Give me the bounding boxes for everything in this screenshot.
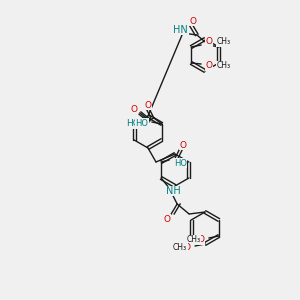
Text: O: O	[197, 236, 204, 244]
Text: HO: HO	[174, 158, 187, 167]
Text: CH₃: CH₃	[173, 244, 187, 253]
Text: NH: NH	[166, 186, 181, 196]
Text: O: O	[206, 38, 213, 46]
Text: O: O	[130, 106, 137, 115]
Text: O: O	[184, 244, 190, 253]
Text: O: O	[164, 214, 171, 224]
Text: HO: HO	[126, 119, 140, 128]
Text: CH₃: CH₃	[216, 61, 230, 70]
Text: O: O	[206, 61, 213, 70]
Text: HN: HN	[173, 25, 188, 35]
Text: HO: HO	[135, 118, 148, 127]
Text: CH₃: CH₃	[216, 38, 230, 46]
Text: O: O	[189, 16, 197, 26]
Text: CH₃: CH₃	[187, 236, 201, 244]
Text: O: O	[180, 140, 187, 149]
Text: O: O	[144, 100, 152, 109]
